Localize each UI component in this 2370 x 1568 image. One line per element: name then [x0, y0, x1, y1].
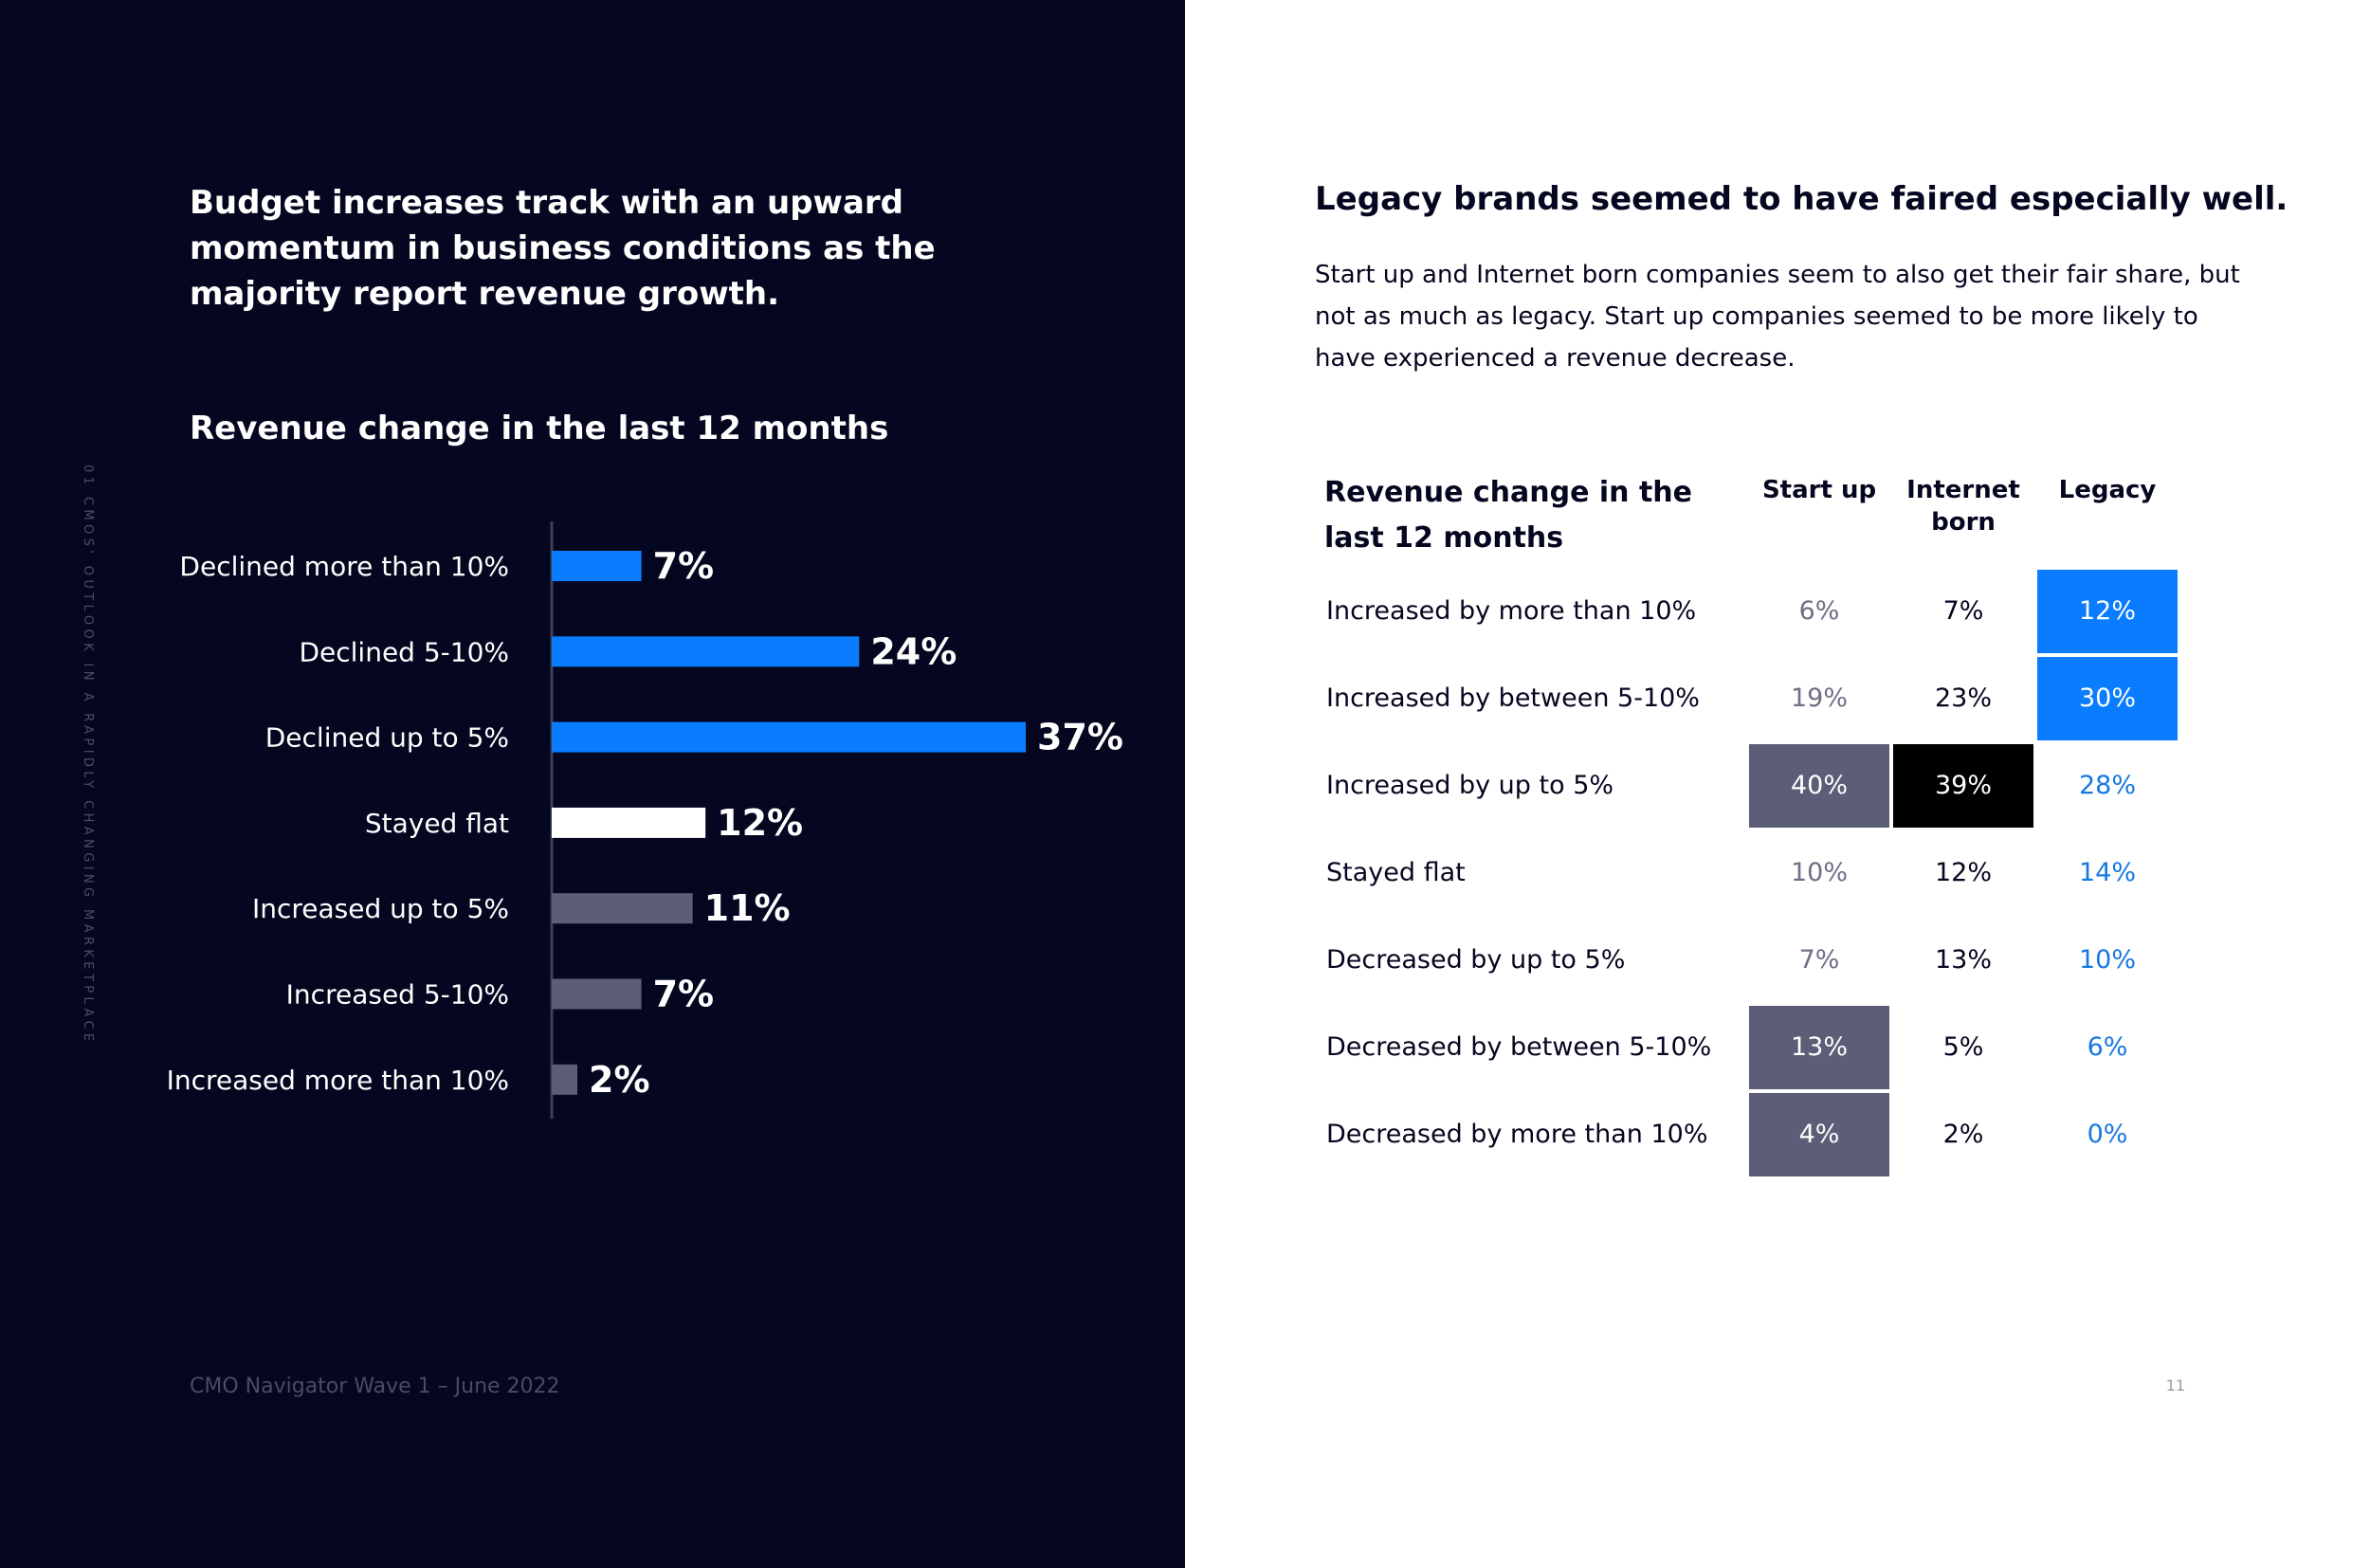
footer-text: CMO Navigator Wave 1 – June 2022 — [190, 1375, 560, 1398]
bar — [552, 1064, 578, 1095]
table-row-label: Increased by between 5-10% — [1326, 684, 1700, 713]
bar-value-label: 24% — [870, 630, 957, 672]
table-cell: 12% — [1934, 858, 1992, 887]
table-column-header: Legacy — [2058, 476, 2157, 504]
table-cell: 13% — [1934, 945, 1992, 975]
table-row-label: Increased by more than 10% — [1326, 596, 1697, 626]
bar-category-label: Increased more than 10% — [167, 1065, 509, 1096]
table-row-label: Decreased by more than 10% — [1326, 1120, 1708, 1149]
table-cell: 23% — [1934, 684, 1992, 713]
table-cell: 7% — [1798, 945, 1840, 975]
bar — [552, 807, 706, 838]
page-number: 11 — [2165, 1377, 2185, 1395]
bar-value-label: 12% — [717, 802, 803, 844]
table-cell: 12% — [2037, 570, 2178, 653]
bar-category-label: Declined 5-10% — [299, 636, 509, 667]
table-cell: 2% — [1942, 1120, 1984, 1149]
bar — [552, 636, 860, 667]
bar-category-label: Increased up to 5% — [252, 893, 509, 924]
table-cell: 14% — [2078, 858, 2136, 887]
revenue-change-bar-chart: Declined more than 10% 7% Declined 5-10% 24… — [167, 521, 1123, 1119]
table-cell: 30% — [2037, 657, 2178, 740]
bar-value-label: 7% — [653, 545, 715, 587]
bar-category-label: Stayed flat — [365, 808, 509, 839]
bar-value-label: 11% — [704, 887, 791, 929]
table-cell: 4% — [1749, 1093, 1889, 1176]
table-cell: 10% — [2078, 945, 2136, 975]
table-cell: 19% — [1790, 684, 1848, 713]
table-cell: 5% — [1942, 1032, 1984, 1062]
bar-category-label: Declined more than 10% — [179, 551, 509, 582]
table-cell: 6% — [1798, 596, 1840, 626]
table-cell: 13% — [1749, 1006, 1889, 1089]
bar-category-label: Increased 5-10% — [286, 979, 509, 1011]
right-heading: Legacy brands seemed to have faired espe… — [1315, 180, 2288, 218]
right-body-text: Start up and Internet born companies see… — [1315, 261, 2240, 373]
table-row-label: Increased by up to 5% — [1326, 771, 1614, 800]
bar-value-label: 2% — [589, 1059, 650, 1101]
left-panel: 01 CMOs' OUTLOOK IN A RAPIDLY CHANGING M… — [0, 0, 1185, 1568]
bar-value-label: 7% — [653, 974, 715, 1015]
table-cell: 40% — [1749, 744, 1889, 828]
bar — [552, 551, 642, 581]
bar — [552, 978, 642, 1010]
bar-category-label: Declined up to 5% — [265, 722, 509, 754]
table-title: Revenue change in the last 12 months — [1324, 476, 1692, 555]
table-cell: 10% — [1790, 858, 1848, 887]
table-row-label: Decreased by up to 5% — [1326, 945, 1626, 975]
table-cell: 39% — [1893, 744, 2033, 828]
table-column-header: Start up — [1761, 476, 1877, 504]
table-column-header: Internet born — [1906, 476, 2020, 537]
table-row-label: Stayed flat — [1326, 858, 1466, 887]
table-cell: 6% — [2087, 1032, 2128, 1062]
table-cell: 0% — [2087, 1120, 2128, 1149]
bar-chart-title: Revenue change in the last 12 months — [190, 410, 889, 447]
bar — [552, 721, 1026, 753]
table-cell: 7% — [1942, 596, 1984, 626]
table-row-label: Decreased by between 5-10% — [1326, 1032, 1712, 1062]
table-cell: 28% — [2078, 771, 2136, 800]
bar — [552, 893, 693, 924]
bar-value-label: 37% — [1037, 717, 1123, 758]
left-heading: Budget increases track with an upward mo… — [190, 184, 936, 313]
